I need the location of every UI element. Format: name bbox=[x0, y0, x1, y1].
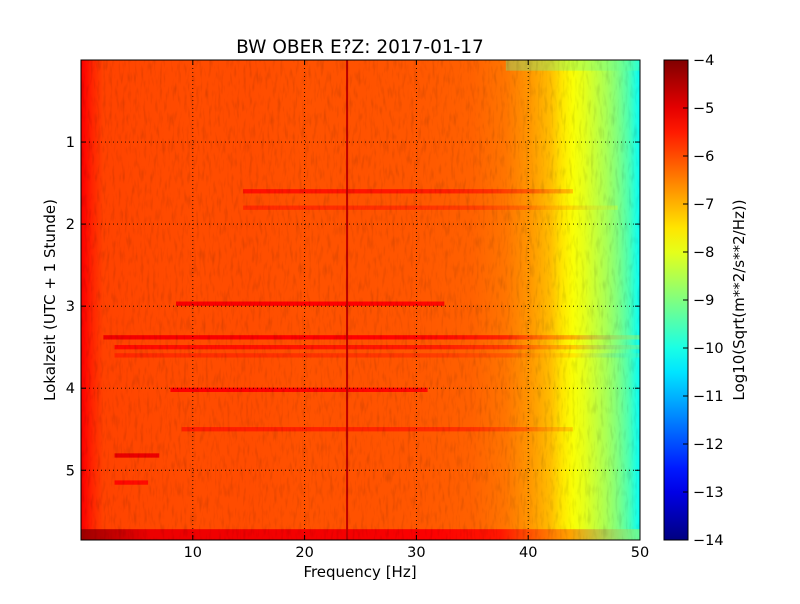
x-tick-label: 10 bbox=[184, 545, 202, 561]
y-tick-label: 2 bbox=[66, 217, 75, 233]
x-tick-label: 30 bbox=[407, 545, 425, 561]
colorbar-tick-label: −5 bbox=[693, 101, 714, 117]
colorbar-tick-label: −9 bbox=[693, 293, 714, 309]
y-axis-label: Lokalzeit (UTC + 1 Stunde) bbox=[41, 199, 59, 401]
x-tick-label: 40 bbox=[519, 545, 537, 561]
chart-title: BW OBER E?Z: 2017-01-17 bbox=[236, 37, 484, 58]
y-tick-label: 5 bbox=[66, 463, 75, 479]
spectrogram-heatmap bbox=[81, 60, 640, 540]
colorbar-tick-label: −14 bbox=[693, 533, 724, 549]
x-tick-label: 50 bbox=[631, 545, 649, 561]
colorbar-tick-label: −8 bbox=[693, 245, 714, 261]
y-tick-label: 4 bbox=[66, 381, 75, 397]
spectrogram-noise-texture bbox=[81, 60, 640, 540]
colorbar-tick-label: −7 bbox=[693, 197, 714, 213]
colorbar-tick-label: −11 bbox=[693, 389, 724, 405]
colorbar-ticks: −4 −5 −6 −7 −8 −9 −10 −11 −12 −13 −14 bbox=[683, 53, 724, 549]
x-tick-label: 20 bbox=[295, 545, 313, 561]
colorbar-tick-label: −12 bbox=[693, 437, 724, 453]
colorbar: −4 −5 −6 −7 −8 −9 −10 −11 −12 −13 −14 Log10(Sqrt(m… bbox=[663, 53, 748, 549]
y-tick-label: 3 bbox=[66, 299, 75, 315]
x-axis-ticks: 10 20 30 40 50 bbox=[184, 60, 649, 561]
x-axis-label: Frequency [Hz] bbox=[303, 563, 416, 581]
y-axis-ticks: 1 2 3 4 5 bbox=[66, 135, 640, 479]
colorbar-tick-label: −10 bbox=[693, 341, 724, 357]
colorbar-label: Log10(Sqrt(m**2/s**2/Hz)) bbox=[730, 199, 748, 400]
colorbar-tick-label: −13 bbox=[693, 485, 724, 501]
colorbar-tick-label: −4 bbox=[693, 53, 714, 69]
colorbar-tick-label: −6 bbox=[693, 149, 714, 165]
y-tick-label: 1 bbox=[66, 135, 75, 151]
plot-area bbox=[80, 59, 641, 541]
plot-frame bbox=[80, 59, 641, 541]
